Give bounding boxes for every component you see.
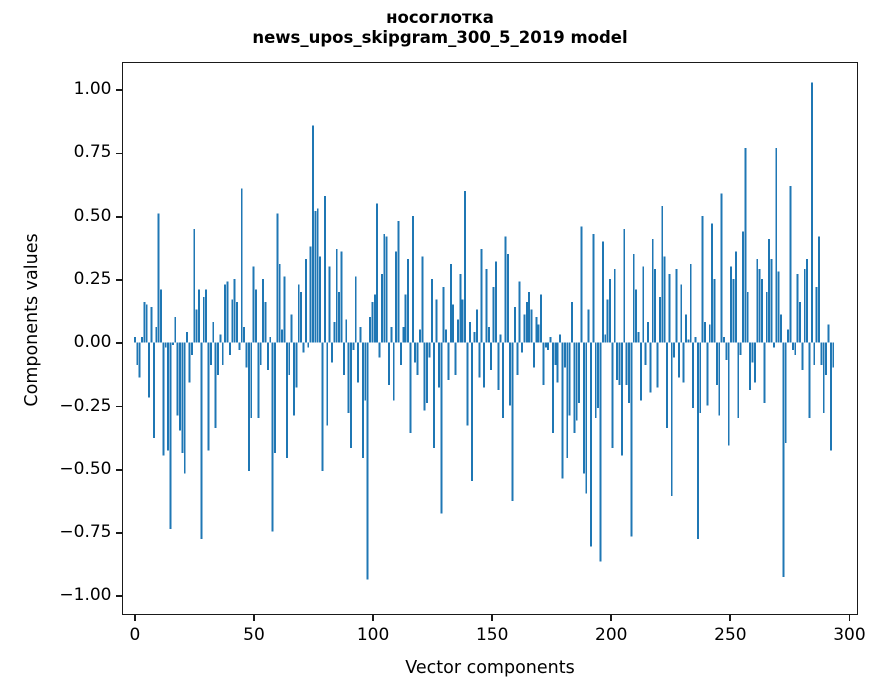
y-tick-mark	[116, 279, 123, 281]
y-tick-label: −0.75	[59, 522, 112, 543]
plot-area	[123, 63, 857, 614]
y-tick-label: −0.50	[59, 458, 112, 479]
y-tick-mark	[116, 532, 123, 534]
x-tick-label: 0	[129, 625, 141, 645]
y-tick-label: 0.75	[73, 142, 112, 163]
y-tick-mark	[116, 215, 123, 218]
y-tick-mark	[116, 468, 123, 471]
y-axis-label: Components values	[22, 233, 42, 407]
x-tick-label: 100	[356, 625, 390, 645]
y-tick-mark	[116, 342, 123, 345]
x-tick-label: 250	[714, 625, 747, 645]
y-tick-label: 1.00	[73, 79, 112, 100]
y-tick-mark	[116, 89, 123, 91]
x-tick-mark	[729, 614, 732, 621]
x-tick-mark	[372, 614, 374, 621]
chart-title-line-2: news_upos_skipgram_300_5_2019 model	[252, 28, 628, 48]
bar-series	[133, 82, 835, 580]
y-tick-mark	[116, 595, 123, 598]
plot-axes: 1.00 0.75 0.50 0.25 0.00 −0.25 −0.50 −0.75 −1.00…	[59, 62, 866, 645]
x-tick-label: 200	[595, 625, 628, 645]
x-tick-mark	[848, 614, 851, 621]
y-tick-mark	[116, 152, 123, 155]
y-tick-label: 0.50	[73, 205, 112, 226]
y-tick-label: −1.00	[59, 585, 112, 606]
x-axis-label: Vector components	[405, 658, 575, 678]
x-tick-mark	[253, 614, 255, 621]
y-tick-label: 0.00	[73, 332, 112, 353]
x-tick-mark	[134, 614, 136, 621]
x-tick-label: 300	[833, 625, 866, 645]
x-tick-label: 50	[243, 625, 265, 645]
y-tick-mark	[116, 405, 123, 408]
y-tick-label: 0.25	[73, 269, 112, 289]
x-tick-label: 150	[475, 625, 509, 645]
y-tick-label: −0.25	[59, 395, 112, 416]
x-tick-mark	[491, 614, 493, 621]
x-tick-mark	[610, 614, 613, 621]
chart-title: носоглотка news_upos_skipgram_300_5_2019…	[0, 8, 880, 48]
chart-title-line-1: носоглотка	[386, 8, 494, 27]
